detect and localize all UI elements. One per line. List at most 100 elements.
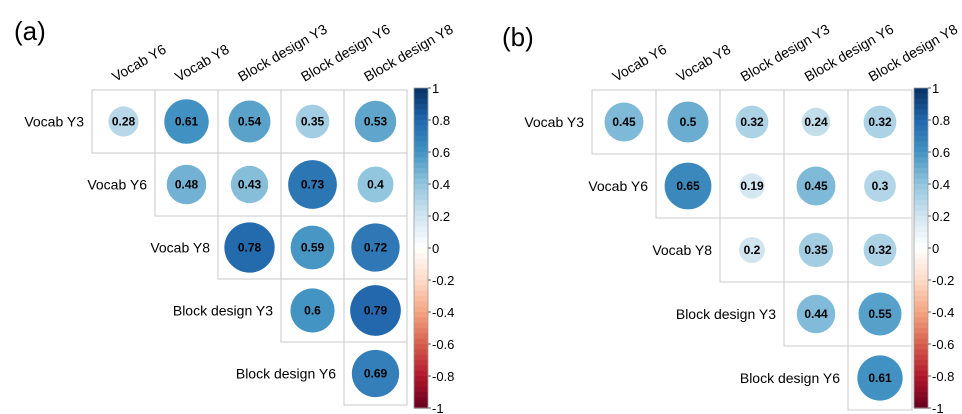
colorbar-segment [914, 338, 928, 345]
correlation-value: 0.32 [868, 115, 892, 129]
colorbar-segment [414, 285, 428, 292]
colorbar-segment [914, 184, 928, 190]
colorbar-segment [414, 104, 428, 110]
colorbar-segment [914, 104, 928, 110]
correlation-value: 0.24 [804, 115, 828, 129]
correlation-circle [798, 232, 834, 268]
correlation-value: 0.79 [364, 304, 388, 318]
colorbar-segment [914, 152, 928, 158]
row-label: Vocab Y3 [524, 114, 584, 130]
colorbar-tick-label: -0.8 [432, 369, 454, 384]
correlation-circle [739, 237, 765, 263]
colorbar-segment [414, 184, 428, 190]
colorbar-segment [414, 301, 428, 308]
colorbar-segment [414, 189, 428, 196]
colorbar-segment [914, 306, 928, 313]
colorbar-segment [914, 290, 928, 297]
row-label: Block design Y3 [173, 303, 273, 319]
correlation-value: 0.28 [112, 115, 136, 129]
colorbar-segment [414, 354, 428, 361]
colorbar-segment [914, 370, 928, 377]
correlation-circle [664, 162, 712, 210]
colorbar-segment [414, 125, 428, 132]
correlation-circle [863, 105, 897, 139]
colorbar-segment [914, 242, 928, 249]
colorbar-segment [414, 152, 428, 158]
correlation-circle [230, 165, 269, 204]
colorbar-segment [414, 365, 428, 372]
correlation-value: 0.32 [740, 115, 764, 129]
correlation-circle [351, 349, 400, 398]
row-label: Block design Y6 [236, 366, 336, 382]
correlation-value: 0.6 [304, 304, 321, 318]
correlation-panel-1: (a)0.28 0.61 0.54 0.35 0.530.48 0.43 0.73 0.40.… [14, 16, 456, 414]
colorbar-segment [414, 200, 428, 206]
row-label: Block design Y3 [676, 306, 776, 322]
correlation-circle [354, 100, 397, 143]
colorbar-segment [914, 120, 928, 126]
colorbar-segment [914, 365, 928, 372]
colorbar-segment [414, 296, 428, 302]
colorbar-tick-label: -0.6 [932, 337, 954, 352]
colorbar-segment [414, 269, 428, 276]
correlation-circle [796, 166, 836, 206]
colorbar-tick-label: 0.6 [932, 145, 950, 160]
colorbar-segment [414, 216, 428, 222]
colorbar-segment [914, 232, 928, 238]
column-label: Vocab Y6 [610, 41, 670, 85]
correlation-value: 0.44 [804, 307, 828, 321]
colorbar-segment [914, 162, 928, 169]
colorbar-segment [414, 370, 428, 377]
colorbar-segment [414, 317, 428, 324]
colorbar-segment [914, 264, 928, 270]
row-label: Vocab Y8 [150, 240, 210, 256]
colorbar-segment [414, 338, 428, 345]
colorbar-segment [914, 125, 928, 132]
colorbar-segment [414, 290, 428, 297]
colorbar-segment [914, 178, 928, 185]
colorbar-tick-label: -0.8 [932, 369, 954, 384]
colorbar-segment [414, 274, 428, 281]
colorbar-segment [414, 130, 428, 137]
column-label: Vocab Y8 [674, 41, 734, 85]
row-label: Block design Y6 [740, 370, 840, 386]
correlation-value: 0.55 [868, 307, 892, 321]
colorbar-segment [414, 344, 428, 350]
colorbar-segment [414, 349, 428, 356]
colorbar-segment [914, 136, 928, 142]
colorbar-segment [914, 114, 928, 121]
colorbar-segment [414, 226, 428, 233]
colorbar-segment [414, 120, 428, 126]
correlation-circle [864, 170, 896, 202]
correlation-circle [857, 355, 903, 401]
colorbar-segment [914, 258, 928, 265]
colorbar-segment [914, 269, 928, 276]
colorbar-segment [414, 253, 428, 260]
colorbar-segment [414, 397, 428, 404]
correlation-circle [295, 104, 330, 139]
colorbar-segment [914, 344, 928, 350]
correlation-value: 0.2 [744, 243, 761, 257]
colorbar-segment [914, 253, 928, 260]
column-label: Vocab Y8 [172, 41, 232, 85]
correlation-circle [357, 166, 394, 203]
colorbar-segment [914, 221, 928, 228]
colorbar-tick-label: -1 [932, 401, 944, 414]
colorbar-tick-label: 0.4 [932, 177, 950, 192]
row-label: Vocab Y8 [652, 242, 712, 258]
colorbar-tick-label: 0 [432, 241, 439, 256]
correlation-value: 0.43 [238, 178, 262, 192]
colorbar-segment [914, 130, 928, 137]
colorbar-tick-label: 0.2 [932, 209, 950, 224]
correlation-value: 0.73 [301, 178, 325, 192]
correlation-circle [351, 223, 400, 272]
colorbar-tick-label: 0.8 [932, 113, 950, 128]
colorbar-tick-label: -0.4 [432, 305, 454, 320]
correlation-circle [290, 288, 335, 333]
colorbar-segment [414, 392, 428, 398]
colorbar-segment [914, 200, 928, 206]
colorbar-segment [914, 322, 928, 329]
colorbar-segment [414, 376, 428, 382]
colorbar-segment [914, 146, 928, 153]
correlation-value: 0.35 [804, 243, 828, 257]
